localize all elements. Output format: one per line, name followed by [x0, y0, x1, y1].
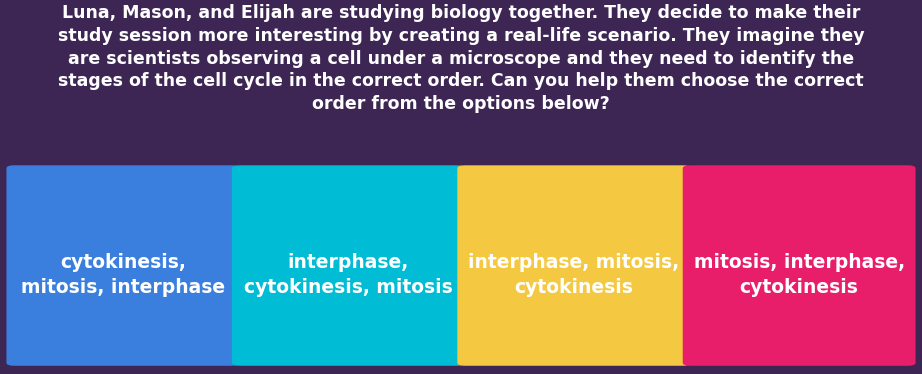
FancyBboxPatch shape [232, 165, 465, 366]
Text: Luna, Mason, and Elijah are studying biology together. They decide to make their: Luna, Mason, and Elijah are studying bio… [58, 4, 864, 113]
Text: interphase, mitosis,
cytokinesis: interphase, mitosis, cytokinesis [468, 253, 680, 297]
FancyBboxPatch shape [457, 165, 690, 366]
Text: interphase,
cytokinesis, mitosis: interphase, cytokinesis, mitosis [244, 253, 453, 297]
FancyBboxPatch shape [682, 165, 916, 366]
FancyBboxPatch shape [6, 165, 240, 366]
Text: cytokinesis,
mitosis, interphase: cytokinesis, mitosis, interphase [21, 253, 225, 297]
Text: mitosis, interphase,
cytokinesis: mitosis, interphase, cytokinesis [693, 253, 904, 297]
